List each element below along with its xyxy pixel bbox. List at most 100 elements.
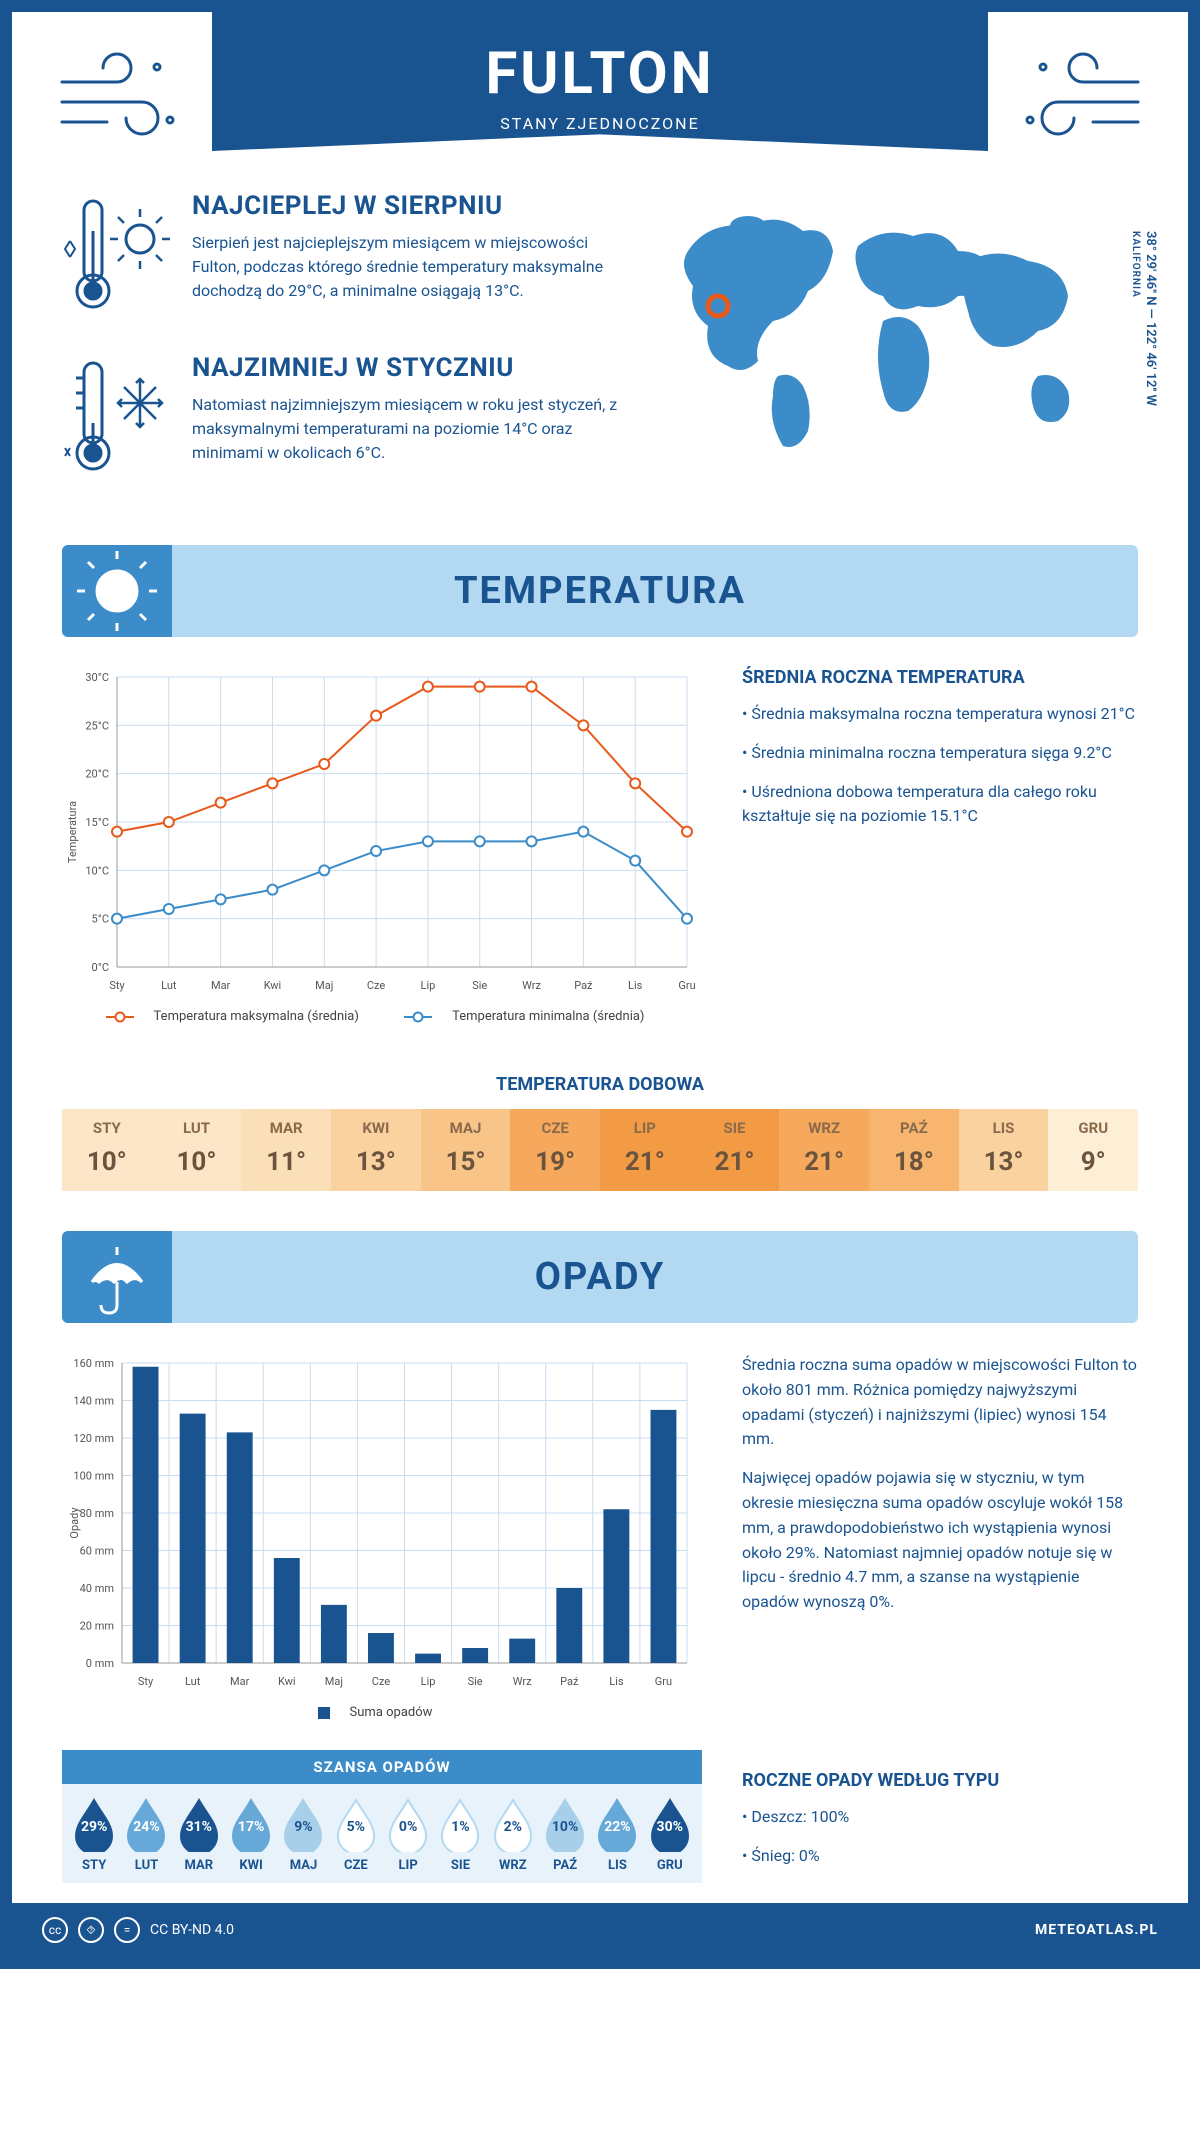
type-bullet: • Śnieg: 0% bbox=[742, 1844, 1138, 1869]
svg-text:Paź: Paź bbox=[574, 979, 593, 992]
daily-cell: PAŹ18° bbox=[869, 1109, 959, 1191]
type-bullet: • Deszcz: 100% bbox=[742, 1805, 1138, 1830]
daily-cell: GRU9° bbox=[1048, 1109, 1138, 1191]
temp-bullet: • Uśredniona dobowa temperatura dla całe… bbox=[742, 780, 1138, 830]
cc-icon: cc bbox=[42, 1917, 68, 1943]
daily-cell: STY10° bbox=[62, 1109, 152, 1191]
site-name: METEOATLAS.PL bbox=[1035, 1922, 1158, 1938]
temperature-chart: 0°C5°C10°C15°C20°C25°C30°CStyLutMarKwiMa… bbox=[62, 667, 702, 1024]
daily-temp-title: TEMPERATURA DOBOWA bbox=[12, 1074, 1188, 1095]
svg-text:0 mm: 0 mm bbox=[86, 1657, 114, 1670]
daily-cell: LIS13° bbox=[959, 1109, 1049, 1191]
region-text: KALIFORNIA bbox=[1130, 231, 1141, 298]
svg-text:20 mm: 20 mm bbox=[80, 1620, 114, 1633]
footer: cc ⯑ = CC BY-ND 4.0 METEOATLAS.PL bbox=[12, 1903, 1188, 1957]
daily-cell: SIE21° bbox=[690, 1109, 780, 1191]
precipitation-row: 0 mm20 mm40 mm60 mm80 mm100 mm120 mm140 … bbox=[12, 1353, 1188, 1750]
chance-cell: 17%KWI bbox=[225, 1796, 277, 1873]
map-area: 38° 29' 46'' N — 122° 46' 12'' W KALIFOR… bbox=[658, 191, 1138, 515]
thermometer-snow-icon bbox=[62, 353, 172, 487]
svg-text:Sie: Sie bbox=[472, 979, 487, 992]
svg-text:10°C: 10°C bbox=[85, 864, 109, 877]
temp-bullet: • Średnia minimalna roczna temperatura s… bbox=[742, 741, 1138, 766]
chance-and-type-row: SZANSA OPADÓW 29%STY24%LUT31%MAR17%KWI9%… bbox=[12, 1750, 1188, 1903]
daily-cell: MAJ15° bbox=[421, 1109, 511, 1191]
wind-icon bbox=[52, 42, 192, 156]
svg-text:20°C: 20°C bbox=[85, 768, 109, 781]
umbrella-icon bbox=[62, 1231, 172, 1323]
section-header-precipitation: OPADY bbox=[62, 1231, 1138, 1323]
section-header-temperature: TEMPERATURA bbox=[62, 545, 1138, 637]
chance-cell: 2%WRZ bbox=[487, 1796, 539, 1873]
precip-p2: Najwięcej opadów pojawia się w styczniu,… bbox=[742, 1466, 1138, 1615]
svg-text:Kwi: Kwi bbox=[278, 1675, 296, 1688]
header-banner: FULTON STANY ZJEDNOCZONE bbox=[212, 12, 988, 151]
daily-cell: CZE19° bbox=[510, 1109, 600, 1191]
precip-p1: Średnia roczna suma opadów w miejscowośc… bbox=[742, 1353, 1138, 1452]
chance-cell: 10%PAŹ bbox=[539, 1796, 591, 1873]
section-title-precipitation: OPADY bbox=[62, 1255, 1138, 1299]
svg-text:Sty: Sty bbox=[138, 1675, 154, 1688]
nd-icon: = bbox=[114, 1917, 140, 1943]
svg-text:Sie: Sie bbox=[468, 1675, 483, 1688]
chance-cell: 30%GRU bbox=[644, 1796, 696, 1873]
wind-icon bbox=[1008, 42, 1148, 156]
temp-bullet: • Średnia maksymalna roczna temperatura … bbox=[742, 702, 1138, 727]
svg-text:0°C: 0°C bbox=[92, 961, 109, 974]
precipitation-chart: 0 mm20 mm40 mm60 mm80 mm100 mm120 mm140 … bbox=[62, 1353, 702, 1720]
precipitation-text: Średnia roczna suma opadów w miejscowośc… bbox=[742, 1353, 1138, 1720]
svg-text:Lut: Lut bbox=[185, 1675, 201, 1688]
legend-precip: Suma opadów bbox=[350, 1705, 433, 1720]
sun-icon bbox=[62, 545, 172, 637]
svg-text:15°C: 15°C bbox=[85, 816, 109, 829]
temp-legend: Temperatura maksymalna (średnia) Tempera… bbox=[62, 1009, 702, 1024]
intro-facts: NAJCIEPLEJ W SIERPNIU Sierpień jest najc… bbox=[62, 191, 618, 515]
svg-text:Maj: Maj bbox=[315, 979, 333, 992]
svg-text:60 mm: 60 mm bbox=[80, 1545, 114, 1558]
daily-cell: WRZ21° bbox=[779, 1109, 869, 1191]
svg-text:Wrz: Wrz bbox=[513, 1675, 532, 1688]
svg-text:160 mm: 160 mm bbox=[73, 1357, 114, 1370]
svg-text:Lip: Lip bbox=[421, 979, 436, 992]
temperature-row: 0°C5°C10°C15°C20°C25°C30°CStyLutMarKwiMa… bbox=[12, 667, 1188, 1054]
svg-text:5°C: 5°C bbox=[92, 913, 109, 926]
chance-block: SZANSA OPADÓW 29%STY24%LUT31%MAR17%KWI9%… bbox=[62, 1750, 702, 1883]
chance-cell: 9%MAJ bbox=[277, 1796, 329, 1873]
fact-warm-title: NAJCIEPLEJ W SIERPNIU bbox=[192, 191, 618, 221]
svg-text:Gru: Gru bbox=[678, 979, 695, 992]
chance-cell: 29%STY bbox=[68, 1796, 120, 1873]
header-area: FULTON STANY ZJEDNOCZONE bbox=[12, 12, 1188, 151]
svg-text:Mar: Mar bbox=[230, 1675, 250, 1688]
svg-text:Gru: Gru bbox=[655, 1675, 672, 1688]
intro-row: NAJCIEPLEJ W SIERPNIU Sierpień jest najc… bbox=[12, 181, 1188, 545]
temperature-text: ŚREDNIA ROCZNA TEMPERATURA • Średnia mak… bbox=[742, 667, 1138, 1024]
svg-text:40 mm: 40 mm bbox=[80, 1582, 114, 1595]
svg-text:30°C: 30°C bbox=[85, 671, 109, 684]
world-map bbox=[658, 191, 1138, 471]
chance-cell: 5%CZE bbox=[330, 1796, 382, 1873]
svg-text:Paź: Paź bbox=[560, 1675, 579, 1688]
by-icon: ⯑ bbox=[78, 1917, 104, 1943]
legend-min: Temperatura minimalna (średnia) bbox=[452, 1009, 644, 1024]
svg-text:Lut: Lut bbox=[161, 979, 177, 992]
chance-cell: 31%MAR bbox=[173, 1796, 225, 1873]
fact-warm: NAJCIEPLEJ W SIERPNIU Sierpień jest najc… bbox=[62, 191, 618, 325]
svg-text:25°C: 25°C bbox=[85, 719, 109, 732]
country-name: STANY ZJEDNOCZONE bbox=[212, 114, 988, 133]
daily-cell: MAR11° bbox=[241, 1109, 331, 1191]
annual-type: ROCZNE OPADY WEDŁUG TYPU • Deszcz: 100%•… bbox=[742, 1750, 1138, 1883]
chance-cell: 24%LUT bbox=[120, 1796, 172, 1873]
chance-cell: 0%LIP bbox=[382, 1796, 434, 1873]
precip-legend: Suma opadów bbox=[62, 1705, 702, 1720]
svg-text:Maj: Maj bbox=[325, 1675, 343, 1688]
svg-text:Lis: Lis bbox=[609, 1675, 624, 1688]
chance-cell: 1%SIE bbox=[434, 1796, 486, 1873]
svg-text:Lip: Lip bbox=[421, 1675, 436, 1688]
svg-text:Cze: Cze bbox=[372, 1675, 391, 1688]
coord-text: 38° 29' 46'' N — 122° 46' 12'' W bbox=[1143, 231, 1158, 406]
svg-text:Mar: Mar bbox=[211, 979, 231, 992]
temp-text-heading: ŚREDNIA ROCZNA TEMPERATURA bbox=[742, 667, 1138, 688]
daily-cell: KWI13° bbox=[331, 1109, 421, 1191]
daily-temp-row: STY10°LUT10°MAR11°KWI13°MAJ15°CZE19°LIP2… bbox=[62, 1109, 1138, 1191]
section-title-temperature: TEMPERATURA bbox=[62, 569, 1138, 613]
